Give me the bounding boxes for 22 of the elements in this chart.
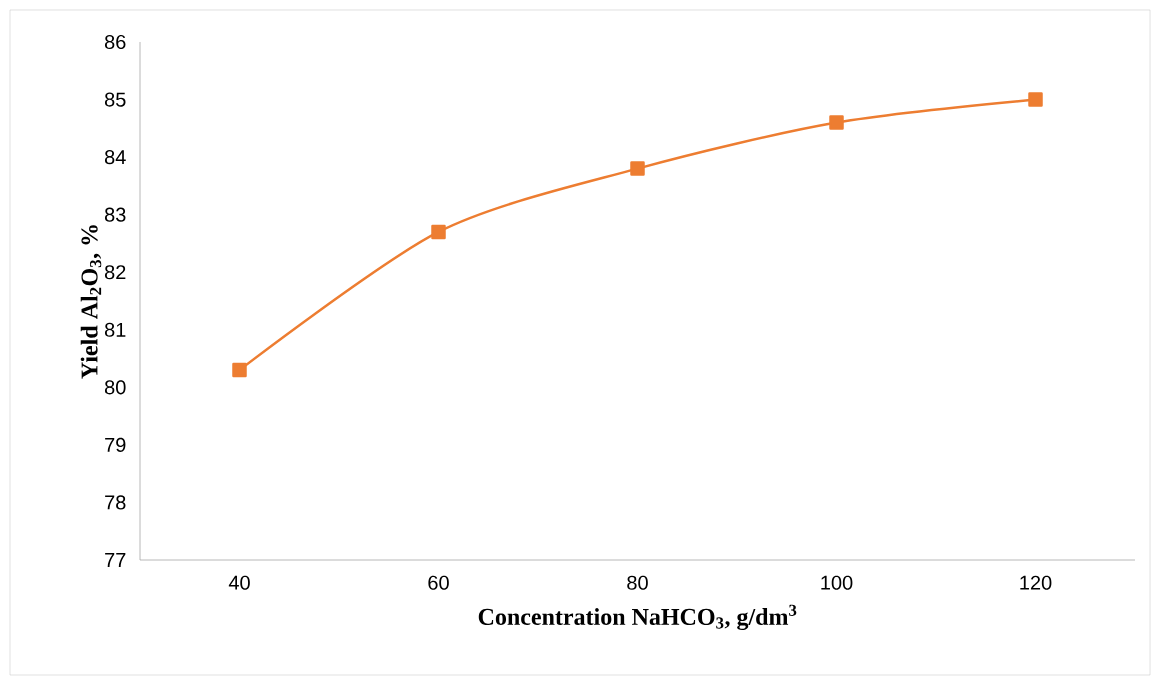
y-tick-label: 82 — [104, 265, 126, 280]
y-tick-label: 83 — [104, 207, 126, 222]
x-tick-label: 80 — [627, 575, 648, 590]
x-tick-label: 120 — [1020, 575, 1052, 590]
y-tick-label: 78 — [105, 495, 126, 510]
y-axis-title: Yield Al$_{2}$O$_{3}$, % — [80, 225, 102, 379]
point — [630, 161, 645, 176]
point — [232, 362, 247, 378]
x-axis-title: Concentration NaHCO$_{3}$, g/dm$^{3}$ — [478, 604, 797, 631]
y-tick-label: 86 — [104, 34, 126, 50]
x-tick-label: 100 — [821, 575, 853, 590]
point — [829, 115, 844, 130]
y-tick-label: 80 — [104, 380, 126, 395]
y-tick-label: 81 — [104, 322, 126, 337]
y-tick-label: 79 — [105, 437, 126, 452]
y-tick-label: 77 — [105, 553, 126, 567]
point — [431, 224, 446, 240]
x-tick-label: 40 — [228, 575, 250, 590]
x-tick-label: 60 — [428, 575, 449, 590]
y-tick-label: 85 — [104, 92, 126, 107]
point — [1028, 92, 1043, 107]
y-tick-label: 84 — [104, 150, 126, 165]
